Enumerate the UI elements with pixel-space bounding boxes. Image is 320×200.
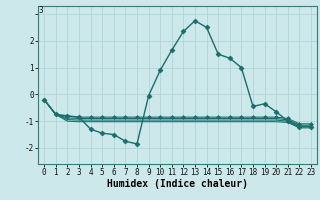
X-axis label: Humidex (Indice chaleur): Humidex (Indice chaleur) [107,179,248,189]
Text: 3: 3 [38,6,43,15]
